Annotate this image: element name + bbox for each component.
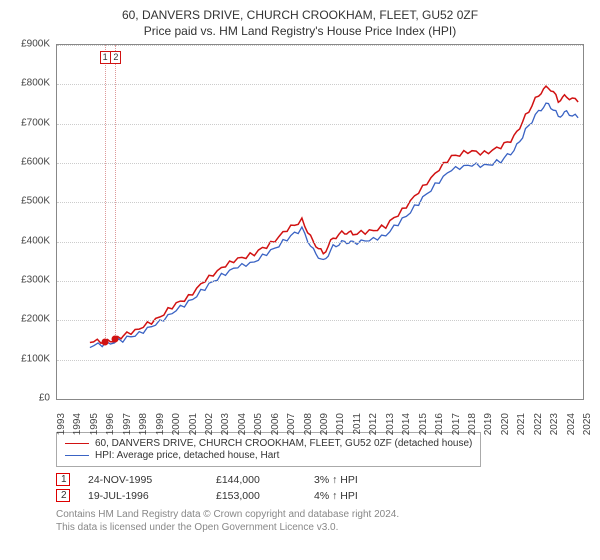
gridline [57,202,583,203]
legend-row: HPI: Average price, detached house, Hart [65,450,472,461]
x-tick-label: 2016 [434,413,445,435]
x-tick-label: 2022 [533,413,544,435]
gridline [57,84,583,85]
x-tick-label: 2020 [500,413,511,435]
legend: 60, DANVERS DRIVE, CHURCH CROOKHAM, FLEE… [56,432,481,467]
legend-swatch [65,443,89,444]
x-tick-label: 2025 [582,413,593,435]
x-tick-label: 1993 [56,413,67,435]
y-tick-label: £800K [21,78,50,89]
x-tick-label: 2023 [549,413,560,435]
transaction-price: £153,000 [216,490,296,502]
x-tick-label: 2018 [467,413,478,435]
y-tick-label: £900K [21,39,50,50]
y-tick-label: £300K [21,275,50,286]
y-axis-labels: £0£100K£200K£300K£400K£500K£600K£700K£80… [12,44,54,400]
transaction-date: 24-NOV-1995 [88,474,198,486]
x-tick-label: 2019 [483,413,494,435]
marker-dot [101,339,108,346]
x-tick-label: 2004 [237,413,248,435]
x-tick-label: 1999 [155,413,166,435]
chart-container: 60, DANVERS DRIVE, CHURCH CROOKHAM, FLEE… [0,0,600,560]
x-tick-label: 2013 [385,413,396,435]
gridline [57,242,583,243]
attribution: Contains HM Land Registry data © Crown c… [56,508,588,534]
gridline [57,45,583,46]
transaction-row: 1 24-NOV-1995 £144,000 3% ↑ HPI [56,473,588,486]
marker-dot [112,335,119,342]
x-tick-label: 2008 [303,413,314,435]
x-tick-label: 2005 [253,413,264,435]
x-tick-label: 2017 [451,413,462,435]
x-tick-label: 2011 [352,413,363,435]
x-tick-label: 1998 [138,413,149,435]
transaction-price: £144,000 [216,474,296,486]
legend-row: 60, DANVERS DRIVE, CHURCH CROOKHAM, FLEE… [65,438,472,449]
transaction-date: 19-JUL-1996 [88,490,198,502]
x-tick-label: 2015 [418,413,429,435]
plot-area: 12 [56,44,584,400]
x-tick-label: 2024 [566,413,577,435]
gridline [57,124,583,125]
plot-wrap: £0 £100K £200K £300K £400K £500K £600K £700K £80… [12,44,588,424]
x-tick-label: 2007 [286,413,297,435]
line-chart-svg [57,45,583,399]
legend-label: HPI: Average price, detached house, Hart [95,450,279,461]
x-tick-label: 1996 [105,413,116,435]
x-tick-label: 1995 [89,413,100,435]
x-tick-label: 2006 [270,413,281,435]
gridline [57,360,583,361]
transaction-marker-box: 2 [56,489,70,502]
x-tick-label: 2003 [220,413,231,435]
y-tick-label: £500K [21,196,50,207]
legend-label: 60, DANVERS DRIVE, CHURCH CROOKHAM, FLEE… [95,438,472,449]
chart-title-address: 60, DANVERS DRIVE, CHURCH CROOKHAM, FLEE… [12,8,588,22]
x-tick-label: 2001 [188,413,199,435]
transactions-block: 1 24-NOV-1995 £144,000 3% ↑ HPI 2 19-JUL… [56,473,588,502]
x-tick-label: 2014 [401,413,412,435]
y-tick-label: £600K [21,157,50,168]
y-tick-label: £100K [21,353,50,364]
series-line-property [90,86,578,343]
x-tick-label: 2000 [171,413,182,435]
transaction-diff: 4% ↑ HPI [314,490,358,502]
marker-vline [115,45,116,339]
x-tick-label: 1997 [122,413,133,435]
attribution-line: Contains HM Land Registry data © Crown c… [56,508,588,521]
series-line-hpi [90,103,578,348]
gridline [57,163,583,164]
y-tick-label: £0 [39,393,50,404]
x-tick-label: 1994 [72,413,83,435]
x-tick-label: 2009 [319,413,330,435]
x-tick-label: 2012 [368,413,379,435]
gridline [57,320,583,321]
attribution-line: This data is licensed under the Open Gov… [56,521,588,534]
x-tick-label: 2021 [516,413,527,435]
x-axis-labels: 1993199419951996199719981999200020012002… [56,400,584,424]
y-tick-label: £400K [21,235,50,246]
marker-box: 1 [100,51,111,64]
transaction-row: 2 19-JUL-1996 £153,000 4% ↑ HPI [56,489,588,502]
marker-box: 2 [110,51,121,64]
x-tick-label: 2002 [204,413,215,435]
x-tick-label: 2010 [335,413,346,435]
legend-swatch [65,455,89,456]
chart-title-subtitle: Price paid vs. HM Land Registry's House … [12,24,588,38]
transaction-marker-box: 1 [56,473,70,486]
transaction-diff: 3% ↑ HPI [314,474,358,486]
y-tick-label: £700K [21,117,50,128]
y-tick-label: £200K [21,314,50,325]
marker-vline [105,45,106,342]
gridline [57,281,583,282]
